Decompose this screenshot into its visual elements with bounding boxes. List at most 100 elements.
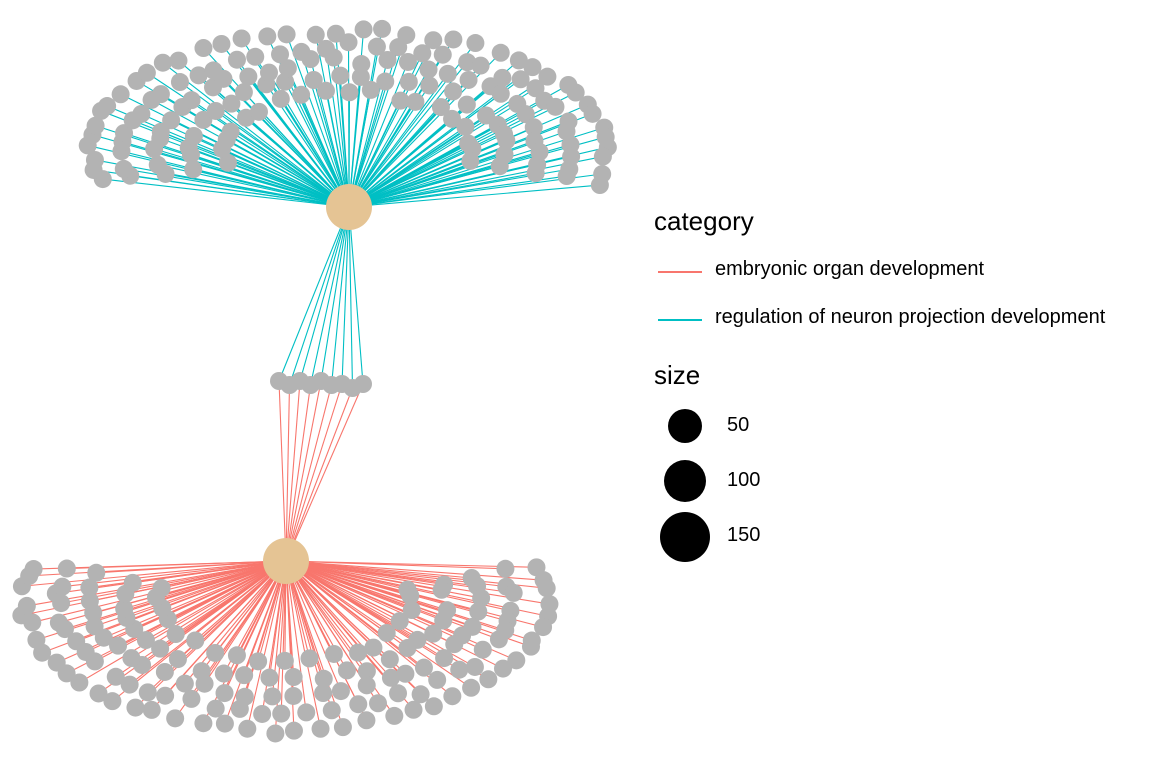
- edge-embryonic: [285, 560, 367, 721]
- size-label-100: 100: [727, 469, 761, 491]
- legend-size-50: 50: [654, 404, 1152, 457]
- edge-embryonic: [79, 560, 287, 684]
- gene-node: [445, 635, 464, 654]
- size-key-100: [664, 460, 706, 502]
- gene-node: [354, 20, 373, 39]
- size-label-150: 150: [727, 524, 761, 546]
- gene-node: [339, 33, 358, 52]
- edge-neuron: [348, 28, 383, 208]
- gene-node: [276, 72, 295, 91]
- gene-node: [369, 694, 388, 713]
- gene-node: [590, 176, 609, 195]
- gene-node: [227, 646, 246, 665]
- gene-node: [402, 601, 421, 620]
- gene-node: [546, 97, 565, 116]
- gene-node: [314, 669, 333, 688]
- edge-embryonic-shared: [285, 380, 301, 562]
- gene-node: [204, 61, 223, 80]
- gene-node: [361, 80, 380, 99]
- gene-node: [170, 73, 189, 92]
- legend-size-150: 150: [654, 510, 1152, 563]
- edge-embryonic-shared: [285, 384, 312, 562]
- gene-node: [275, 651, 294, 670]
- gene-node: [411, 685, 430, 704]
- gene-node: [367, 37, 386, 56]
- gene-node: [443, 109, 462, 128]
- gene-node: [123, 573, 142, 592]
- gene-node: [169, 51, 188, 70]
- gene-node: [89, 684, 108, 703]
- gene-node: [142, 700, 161, 719]
- edge-embryonic: [151, 560, 287, 711]
- size-label-50: 50: [727, 414, 750, 436]
- gene-node: [114, 159, 133, 178]
- edge-embryonic: [98, 560, 287, 694]
- gene-node: [357, 711, 376, 730]
- gene-node: [266, 724, 285, 743]
- gene-node: [151, 639, 170, 658]
- gene-node: [526, 79, 545, 98]
- edge-neuron: [348, 84, 569, 208]
- gene-node: [27, 630, 46, 649]
- gene-node: [259, 63, 278, 82]
- edge-embryonic: [239, 560, 287, 710]
- edge-embryonic-shared: [285, 383, 343, 562]
- gene-node: [206, 643, 225, 662]
- gene-node: [85, 150, 104, 169]
- gene-node: [115, 124, 134, 143]
- gene-node: [297, 703, 316, 722]
- gene-node: [300, 649, 319, 668]
- edge-embryonic: [285, 560, 395, 717]
- edge-embryonic: [215, 560, 287, 709]
- gene-concept-network: [12, 19, 617, 743]
- edge-embryonic: [285, 560, 484, 651]
- gene-node: [126, 698, 145, 717]
- gene-node: [162, 111, 181, 130]
- gene-node: [396, 664, 415, 683]
- gene-node: [184, 160, 203, 179]
- gene-node: [444, 30, 463, 49]
- gene-node: [538, 67, 557, 86]
- gene-node: [504, 583, 523, 602]
- edge-neuron: [348, 61, 409, 208]
- gene-node: [304, 70, 323, 89]
- embryonic-edge-key: [658, 271, 702, 273]
- gene-node: [235, 666, 254, 685]
- gene-node: [218, 153, 237, 172]
- gene-node: [351, 67, 370, 86]
- gene-node: [364, 638, 383, 657]
- gene-node: [583, 104, 602, 123]
- gene-node: [47, 653, 66, 672]
- edge-neuron: [348, 46, 399, 208]
- edge-embryonic-shared: [285, 383, 364, 562]
- gene-node: [98, 97, 117, 116]
- edge-embryonic: [285, 560, 537, 568]
- edge-neuron: [348, 39, 434, 208]
- gene-node: [352, 55, 371, 74]
- gene-node: [331, 682, 350, 701]
- gene-node: [186, 631, 205, 650]
- edge-embryonic: [285, 560, 544, 581]
- gene-node: [292, 85, 311, 104]
- edge-embryonic: [285, 560, 342, 692]
- gene-node: [399, 72, 418, 91]
- gene-node: [138, 683, 157, 702]
- gene-node: [438, 64, 457, 83]
- gene-node: [424, 31, 443, 50]
- edge-neuron: [284, 81, 350, 208]
- gene-node: [461, 151, 480, 170]
- edge-embryonic: [285, 560, 500, 640]
- legend-item-embryonic-organ-development: embryonic organ development: [654, 254, 1152, 302]
- size-legend-title: size: [654, 360, 701, 390]
- gene-node: [137, 63, 156, 82]
- edge-embryonic-shared: [285, 384, 291, 562]
- gene-node: [70, 673, 89, 692]
- edge-neuron-shared: [348, 206, 354, 389]
- edge-embryonic: [285, 560, 392, 679]
- gene-node: [523, 58, 542, 77]
- gene-node: [424, 697, 443, 716]
- gene-node: [53, 577, 72, 596]
- category-legend-title: category: [654, 206, 754, 236]
- gene-node: [239, 67, 258, 86]
- edge-embryonic: [285, 560, 307, 713]
